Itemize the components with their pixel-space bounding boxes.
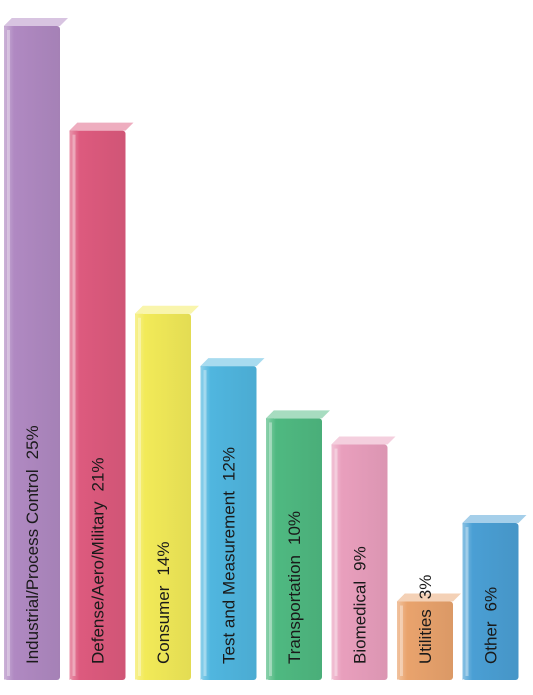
value-label: 6% xyxy=(482,587,501,612)
value-label: 9% xyxy=(351,546,370,571)
bar-top-other xyxy=(462,515,527,524)
bar-other xyxy=(462,523,519,680)
bar-top-transportation xyxy=(266,410,330,419)
category-label: Biomedical xyxy=(351,581,370,664)
bar-utilities xyxy=(397,601,453,680)
bar-top-biomedical xyxy=(331,436,396,445)
category-label: Test and Measurement xyxy=(220,491,239,664)
bar-top-consumer xyxy=(135,305,199,314)
bar-group-utilities: Utilities 3% xyxy=(397,575,461,680)
category-label: Transportation xyxy=(285,555,304,664)
bar-highlight-other xyxy=(465,527,469,676)
category-label: Utilities xyxy=(416,609,435,664)
bar-group-test-and-measurement: Test and Measurement 12% xyxy=(200,358,265,680)
bar-highlight-transportation xyxy=(269,422,272,676)
bar-transportation xyxy=(266,418,322,680)
category-label: Consumer xyxy=(154,585,173,664)
bar-group-defense-aero-military: Defense/Aero/Military 21% xyxy=(69,122,134,680)
value-label: 14% xyxy=(154,542,173,576)
bar-consumer xyxy=(135,313,191,680)
value-label: 10% xyxy=(285,511,304,545)
bars-layer: Industrial/Process Control 25% Defense/Aer… xyxy=(4,18,527,680)
bar-top-industrial-process-control xyxy=(4,18,68,26)
category-label: Industrial/Process Control xyxy=(23,469,42,664)
bar-industrial-process-control xyxy=(4,26,60,680)
bar-label-other: Other 6% xyxy=(482,587,501,664)
category-label: Defense/Aero/Military xyxy=(89,501,108,664)
value-label: 25% xyxy=(23,425,42,459)
bar-highlight-consumer xyxy=(138,317,141,676)
bar-test-and-measurement xyxy=(200,366,257,680)
bar-highlight-industrial-process-control xyxy=(7,30,10,676)
bar-label-consumer: Consumer 14% xyxy=(154,542,173,664)
bar-label-biomedical: Biomedical 9% xyxy=(351,546,370,664)
bar-biomedical xyxy=(331,444,388,680)
bar-top-defense-aero-military xyxy=(69,122,134,131)
bar-top-utilities xyxy=(397,593,461,602)
bar-group-transportation: Transportation 10% xyxy=(266,410,330,680)
value-label: 3% xyxy=(416,575,435,600)
category-label: Other xyxy=(482,621,501,664)
bar-group-consumer: Consumer 14% xyxy=(135,305,199,680)
bar-top-test-and-measurement xyxy=(200,358,265,367)
bar-label-utilities: Utilities 3% xyxy=(416,575,435,664)
bar-highlight-utilities xyxy=(400,605,403,676)
value-label: 21% xyxy=(89,457,108,491)
value-label: 12% xyxy=(220,447,239,481)
bar-group-biomedical: Biomedical 9% xyxy=(331,436,396,680)
bar-group-other: Other 6% xyxy=(462,515,527,680)
bar-highlight-defense-aero-military xyxy=(72,134,76,676)
bar-label-test-and-measurement: Test and Measurement 12% xyxy=(220,447,239,664)
bar-label-defense-aero-military: Defense/Aero/Military 21% xyxy=(89,457,108,664)
bar-group-industrial-process-control: Industrial/Process Control 25% xyxy=(4,18,68,680)
bar-label-transportation: Transportation 10% xyxy=(285,511,304,664)
bar-highlight-biomedical xyxy=(334,448,338,676)
bar-defense-aero-military xyxy=(69,130,126,680)
bar-label-industrial-process-control: Industrial/Process Control 25% xyxy=(23,425,42,664)
bar-highlight-test-and-measurement xyxy=(203,370,207,676)
